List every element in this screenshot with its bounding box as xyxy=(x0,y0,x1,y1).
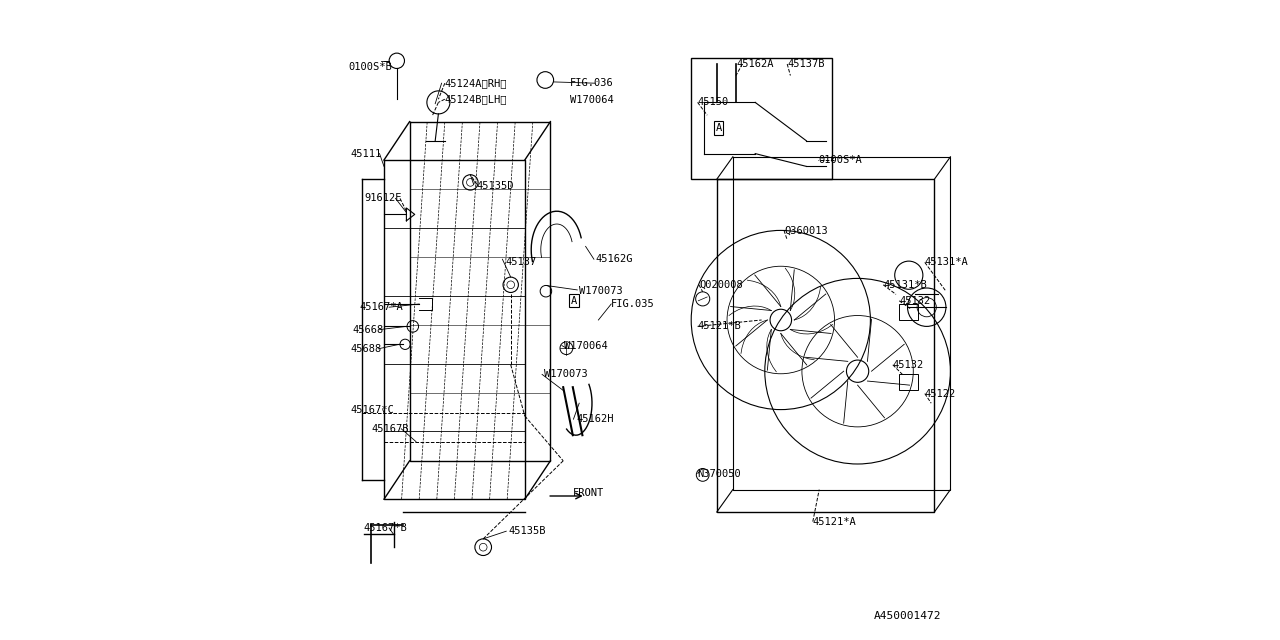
Text: 45150: 45150 xyxy=(698,97,728,108)
Text: 0100S*B: 0100S*B xyxy=(348,62,393,72)
Text: 45137: 45137 xyxy=(506,257,536,268)
Text: A: A xyxy=(571,296,577,306)
Text: W170064: W170064 xyxy=(564,340,608,351)
Text: 91612E: 91612E xyxy=(365,193,402,204)
Text: 45131*B: 45131*B xyxy=(883,280,927,290)
Text: 45668: 45668 xyxy=(352,324,383,335)
Text: 45167B: 45167B xyxy=(371,424,408,434)
Text: 45167*A: 45167*A xyxy=(360,302,403,312)
Text: N370050: N370050 xyxy=(698,468,741,479)
Text: 45124B〈LH〉: 45124B〈LH〉 xyxy=(445,94,507,104)
Text: A: A xyxy=(716,123,722,133)
Text: 45162H: 45162H xyxy=(576,414,613,424)
Text: 0100S*A: 0100S*A xyxy=(818,155,861,165)
Text: W170073: W170073 xyxy=(544,369,588,380)
Text: 45167*C: 45167*C xyxy=(351,404,394,415)
Text: 45132: 45132 xyxy=(893,360,924,370)
Text: FIG.036: FIG.036 xyxy=(570,78,613,88)
Text: FIG.035: FIG.035 xyxy=(612,299,655,309)
Text: 45111: 45111 xyxy=(351,148,381,159)
Text: 45135D: 45135D xyxy=(477,180,515,191)
Text: 45122: 45122 xyxy=(924,388,956,399)
Text: 45167*B: 45167*B xyxy=(364,523,407,533)
Bar xyxy=(900,304,919,320)
Text: 45688: 45688 xyxy=(351,344,381,354)
Text: 45131*A: 45131*A xyxy=(924,257,969,268)
Text: Q020008: Q020008 xyxy=(699,280,742,290)
Text: W170064: W170064 xyxy=(570,95,613,106)
Text: FRONT: FRONT xyxy=(573,488,604,498)
Text: A450001472: A450001472 xyxy=(873,611,941,621)
Text: 45124A〈RH〉: 45124A〈RH〉 xyxy=(445,78,507,88)
Text: Q360013: Q360013 xyxy=(783,225,828,236)
Text: W170073: W170073 xyxy=(580,286,623,296)
Text: 45132: 45132 xyxy=(900,296,931,306)
Text: 45162A: 45162A xyxy=(736,59,773,69)
Text: 45121*A: 45121*A xyxy=(813,516,856,527)
Text: 45121*B: 45121*B xyxy=(698,321,741,332)
Text: 45162G: 45162G xyxy=(595,254,632,264)
Text: 45137B: 45137B xyxy=(787,59,824,69)
Bar xyxy=(900,374,919,390)
Text: 45135B: 45135B xyxy=(508,526,547,536)
